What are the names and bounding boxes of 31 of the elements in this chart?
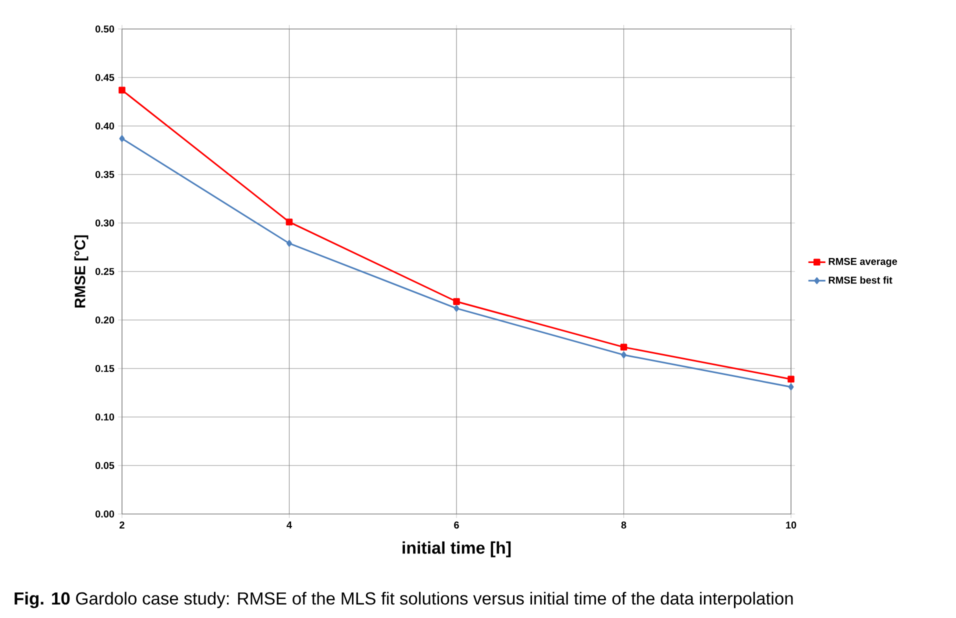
legend-label: RMSE average [828,258,898,267]
y-tick-label: 0.35 [95,170,114,178]
y-tick-label: 0.40 [95,122,114,130]
x-tick-label: 2 [120,522,124,528]
y-tick-label: 0.25 [95,268,114,276]
point [286,240,292,247]
y-tick-label: 0.05 [95,462,114,470]
point [118,86,126,94]
y-tick-label: 0.10 [95,413,114,421]
y-tick-label: 0.30 [95,219,114,227]
text: Fig. 10 Gardolo case study: RMSE of the MLS fit solutions versus initial time of the data interpolation [14,592,793,608]
point [788,376,794,383]
point [620,344,628,351]
x-tick-label: 4 [286,522,292,528]
y-tick-label: 0.20 [95,316,114,324]
y-tick-label: 0.15 [95,364,114,372]
x-axis-title: initial time [h] [402,541,511,558]
point [453,298,460,305]
x-tick-label: 10 [786,522,796,529]
y-tick-label: 0.00 [95,510,114,518]
point [621,352,626,358]
point [788,384,794,390]
legend-label: RMSE best fit [828,276,892,284]
y-tick-label: 0.45 [95,74,114,82]
y-axis-title: RMSE [°C] [74,235,88,308]
point [286,218,293,226]
point [454,304,460,312]
x-tick-label: 6 [454,522,459,529]
y-tick-label: 0.50 [95,25,114,33]
point [119,135,125,142]
x-tick-label: 8 [621,522,626,529]
